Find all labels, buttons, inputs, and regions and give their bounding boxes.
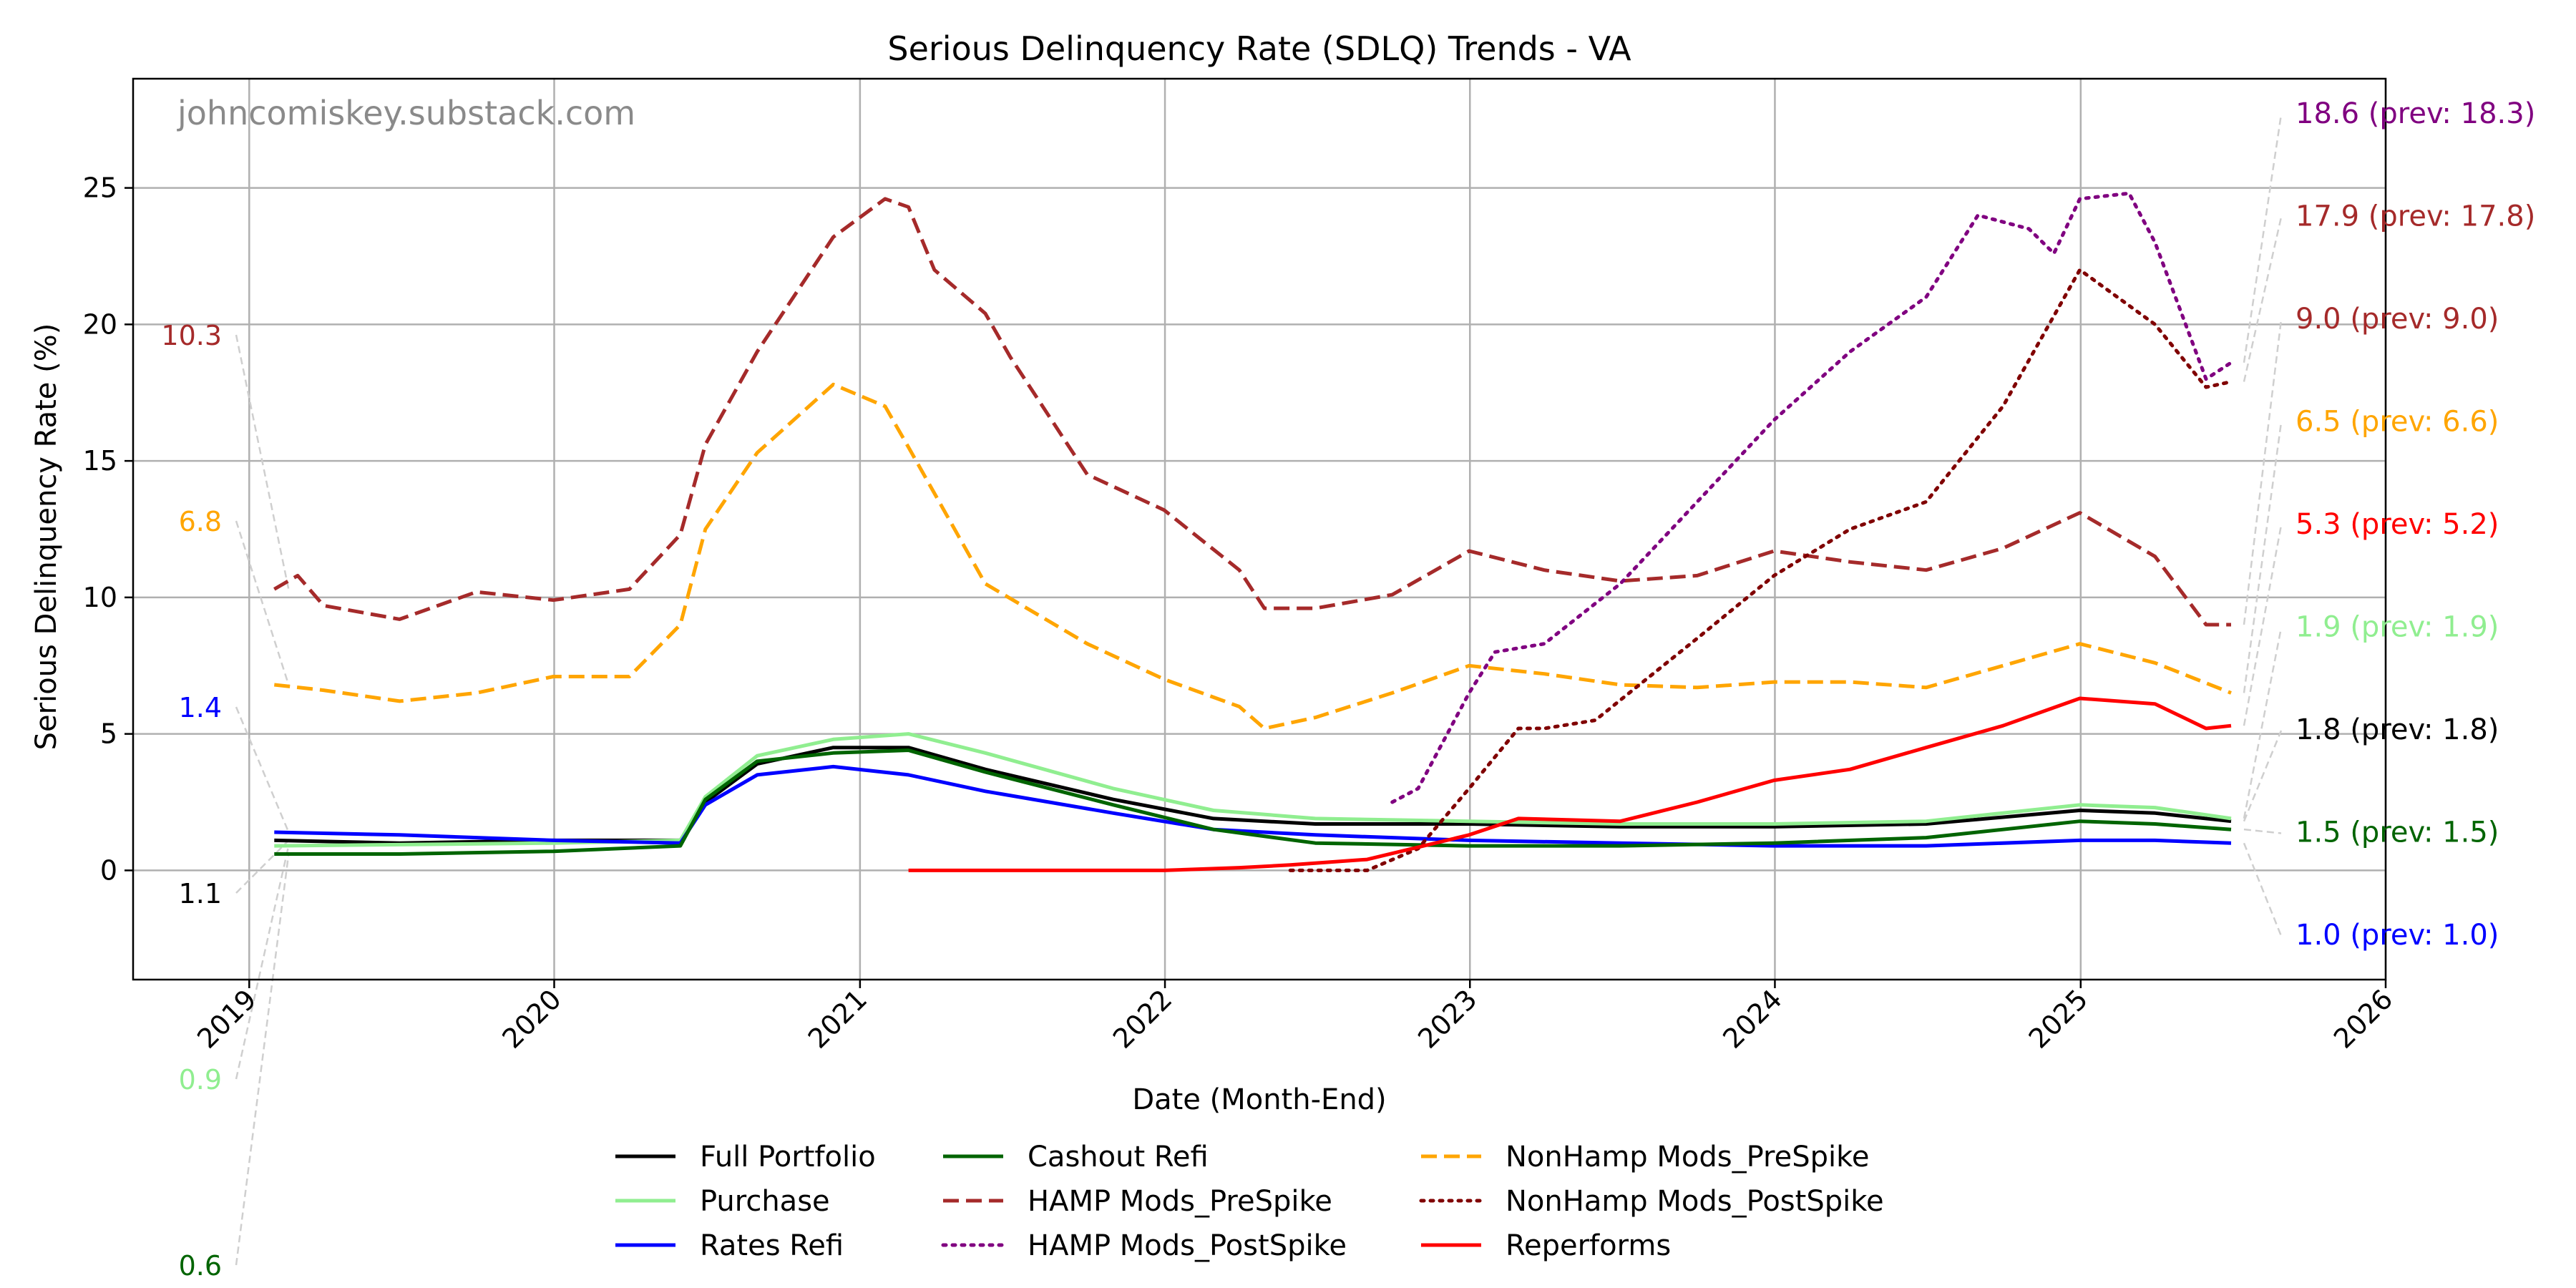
- start-label-connector: [235, 520, 290, 686]
- series-line-hamp-mods-postspike: [1390, 191, 2233, 804]
- y-axis-label: Serious Delinquency Rate (%): [30, 323, 63, 751]
- legend-label: Reperforms: [1506, 1229, 1671, 1262]
- plot-frame: [132, 77, 2387, 981]
- end-label-reperforms: 5.3 (prev: 5.2): [2296, 508, 2499, 541]
- end-label-cashout-refi: 1.5 (prev: 1.5): [2296, 816, 2499, 849]
- end-label-connector: [2243, 828, 2282, 834]
- end-label-connector: [2243, 217, 2283, 382]
- legend-label: HAMP Mods_PostSpike: [1028, 1229, 1347, 1262]
- start-label-connector: [235, 839, 290, 894]
- start-label-connector: [235, 845, 290, 1080]
- end-label-connector: [2243, 319, 2283, 625]
- legend-label: Cashout Refi: [1028, 1141, 1209, 1174]
- end-label-connector: [2243, 628, 2283, 819]
- legend-label: Rates Refi: [700, 1229, 844, 1262]
- start-label-purchase: 0.9: [179, 1064, 222, 1096]
- start-label-nonhamp-mods-prespike: 6.8: [179, 506, 222, 537]
- end-label-connector: [2243, 730, 2283, 822]
- series-lines: [273, 191, 2233, 872]
- legend-label: Purchase: [700, 1185, 830, 1218]
- end-label-full-portfolio: 1.8 (prev: 1.8): [2296, 713, 2499, 746]
- legend-item-nonhamp-mods-prespike: NonHamp Mods_PreSpike: [1421, 1141, 1869, 1174]
- start-label-cashout-refi: 0.6: [179, 1250, 222, 1282]
- end-label-nonhamp-mods-postspike: 17.9 (prev: 17.8): [2296, 200, 2535, 233]
- legend-item-hamp-mods-postspike: HAMP Mods_PostSpike: [941, 1229, 1347, 1262]
- chart-title: Serious Delinquency Rate (SDLQ) Trends -…: [887, 29, 1631, 68]
- start-label-connector: [235, 854, 290, 1266]
- series-line-reperforms: [908, 696, 2232, 872]
- series-line-nonhamp-mods-postspike: [1288, 268, 2233, 872]
- legend-item-purchase: Purchase: [615, 1185, 830, 1218]
- end-label-hamp-mods-postspike: 18.6 (prev: 18.3): [2296, 97, 2535, 130]
- series-line-nonhamp-mods-prespike: [274, 382, 2232, 731]
- start-label-rates-refi: 1.4: [179, 692, 222, 723]
- y-tick-label: 0: [100, 854, 117, 886]
- legend: Full Portfolio Purchase Rates Refi Cashout …: [615, 1141, 1884, 1262]
- legend-item-reperforms: Reperforms: [1421, 1229, 1671, 1262]
- legend-item-hamp-mods-prespike: HAMP Mods_PreSpike: [943, 1185, 1332, 1218]
- end-label-connector: [2243, 842, 2283, 937]
- legend-item-nonhamp-mods-postspike: NonHamp Mods_PostSpike: [1419, 1185, 1884, 1218]
- start-label-full-portfolio: 1.1: [179, 878, 222, 909]
- watermark-text: johncomiskey.substack.com: [177, 94, 635, 132]
- y-tick-label: 10: [83, 582, 117, 613]
- end-label-hamp-mods-prespike: 9.0 (prev: 9.0): [2296, 303, 2499, 336]
- legend-item-cashout-refi: Cashout Refi: [943, 1141, 1209, 1174]
- label-connectors: [235, 114, 2283, 1266]
- end-label-rates-refi: 1.0 (prev: 1.0): [2296, 919, 2499, 952]
- legend-label: NonHamp Mods_PreSpike: [1506, 1141, 1869, 1174]
- series-value-labels: 18.6 (prev: 18.3) 17.9 (prev: 17.8) 9.0 (p…: [161, 97, 2535, 1282]
- end-label-purchase: 1.9 (prev: 1.9): [2296, 611, 2499, 644]
- series-line-hamp-mods-prespike: [273, 197, 2231, 627]
- legend-item-rates-refi: Rates Refi: [615, 1229, 844, 1262]
- y-tick-label: 5: [100, 718, 117, 750]
- start-label-connector: [235, 334, 290, 590]
- legend-label: Full Portfolio: [700, 1141, 876, 1174]
- legend-label: NonHamp Mods_PostSpike: [1506, 1185, 1884, 1218]
- end-label-connector: [2243, 114, 2283, 363]
- y-tick-label: 25: [83, 172, 117, 204]
- start-label-hamp-mods-prespike: 10.3: [161, 320, 222, 351]
- y-tick-label: 15: [83, 445, 117, 477]
- legend-item-full-portfolio: Full Portfolio: [615, 1141, 876, 1174]
- y-tick-label: 20: [83, 308, 117, 340]
- end-label-nonhamp-mods-prespike: 6.5 (prev: 6.6): [2296, 406, 2499, 439]
- x-axis-label: Date (Month-End): [1132, 1083, 1386, 1116]
- series-line-cashout-refi: [274, 748, 2232, 856]
- legend-label: HAMP Mods_PreSpike: [1028, 1185, 1332, 1218]
